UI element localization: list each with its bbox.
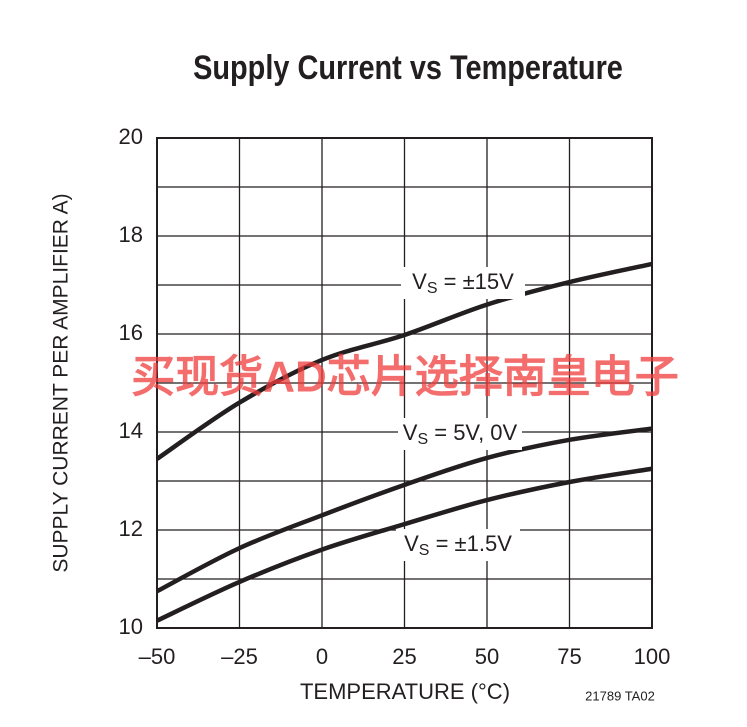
y-tick-label: 14	[119, 418, 143, 443]
y-tick-label: 12	[119, 516, 143, 541]
x-axis-label: TEMPERATURE (°C)	[300, 679, 510, 704]
label-background	[396, 529, 520, 561]
label-background	[401, 267, 525, 299]
watermark: 买现货AD芯片选择南皇电子	[131, 353, 679, 402]
x-tick-label: 100	[634, 644, 671, 669]
x-tick-label: 0	[316, 644, 328, 669]
y-axis-label: SUPPLY CURRENT PER AMPLIFIER A)	[50, 193, 73, 572]
series-line	[155, 261, 653, 461]
series-label: VS = 5V, 0V	[403, 420, 518, 448]
y-tick-label: 18	[119, 222, 143, 247]
label-main: V	[403, 420, 418, 445]
y-tick-label: 16	[119, 320, 143, 345]
plot-frame	[156, 137, 653, 629]
figure-note: 21789 TA02	[585, 688, 655, 703]
series-label: VS = ±1.5V	[404, 531, 512, 559]
series-line	[155, 426, 653, 594]
label-subscript: S	[427, 280, 438, 297]
label-rest: = ±1.5V	[429, 531, 512, 556]
chart-title: Supply Current vs Temperature	[193, 48, 623, 87]
x-tick-label: 75	[557, 644, 581, 669]
y-tick-label: 10	[119, 614, 143, 639]
series-line	[156, 466, 653, 623]
label-subscript: S	[419, 542, 430, 559]
label-main: V	[412, 269, 427, 294]
label-subscript: S	[417, 431, 428, 448]
series-label: VS = ±15V	[412, 269, 514, 297]
x-tick-label: 50	[475, 644, 499, 669]
label-background	[398, 418, 522, 450]
label-rest: = ±15V	[438, 269, 515, 294]
x-tick-label: –50	[139, 644, 176, 669]
y-tick-label: 20	[119, 124, 143, 149]
x-tick-label: –25	[221, 644, 258, 669]
x-tick-label: 25	[392, 644, 416, 669]
label-main: V	[404, 531, 419, 556]
label-rest: = 5V, 0V	[428, 420, 517, 445]
